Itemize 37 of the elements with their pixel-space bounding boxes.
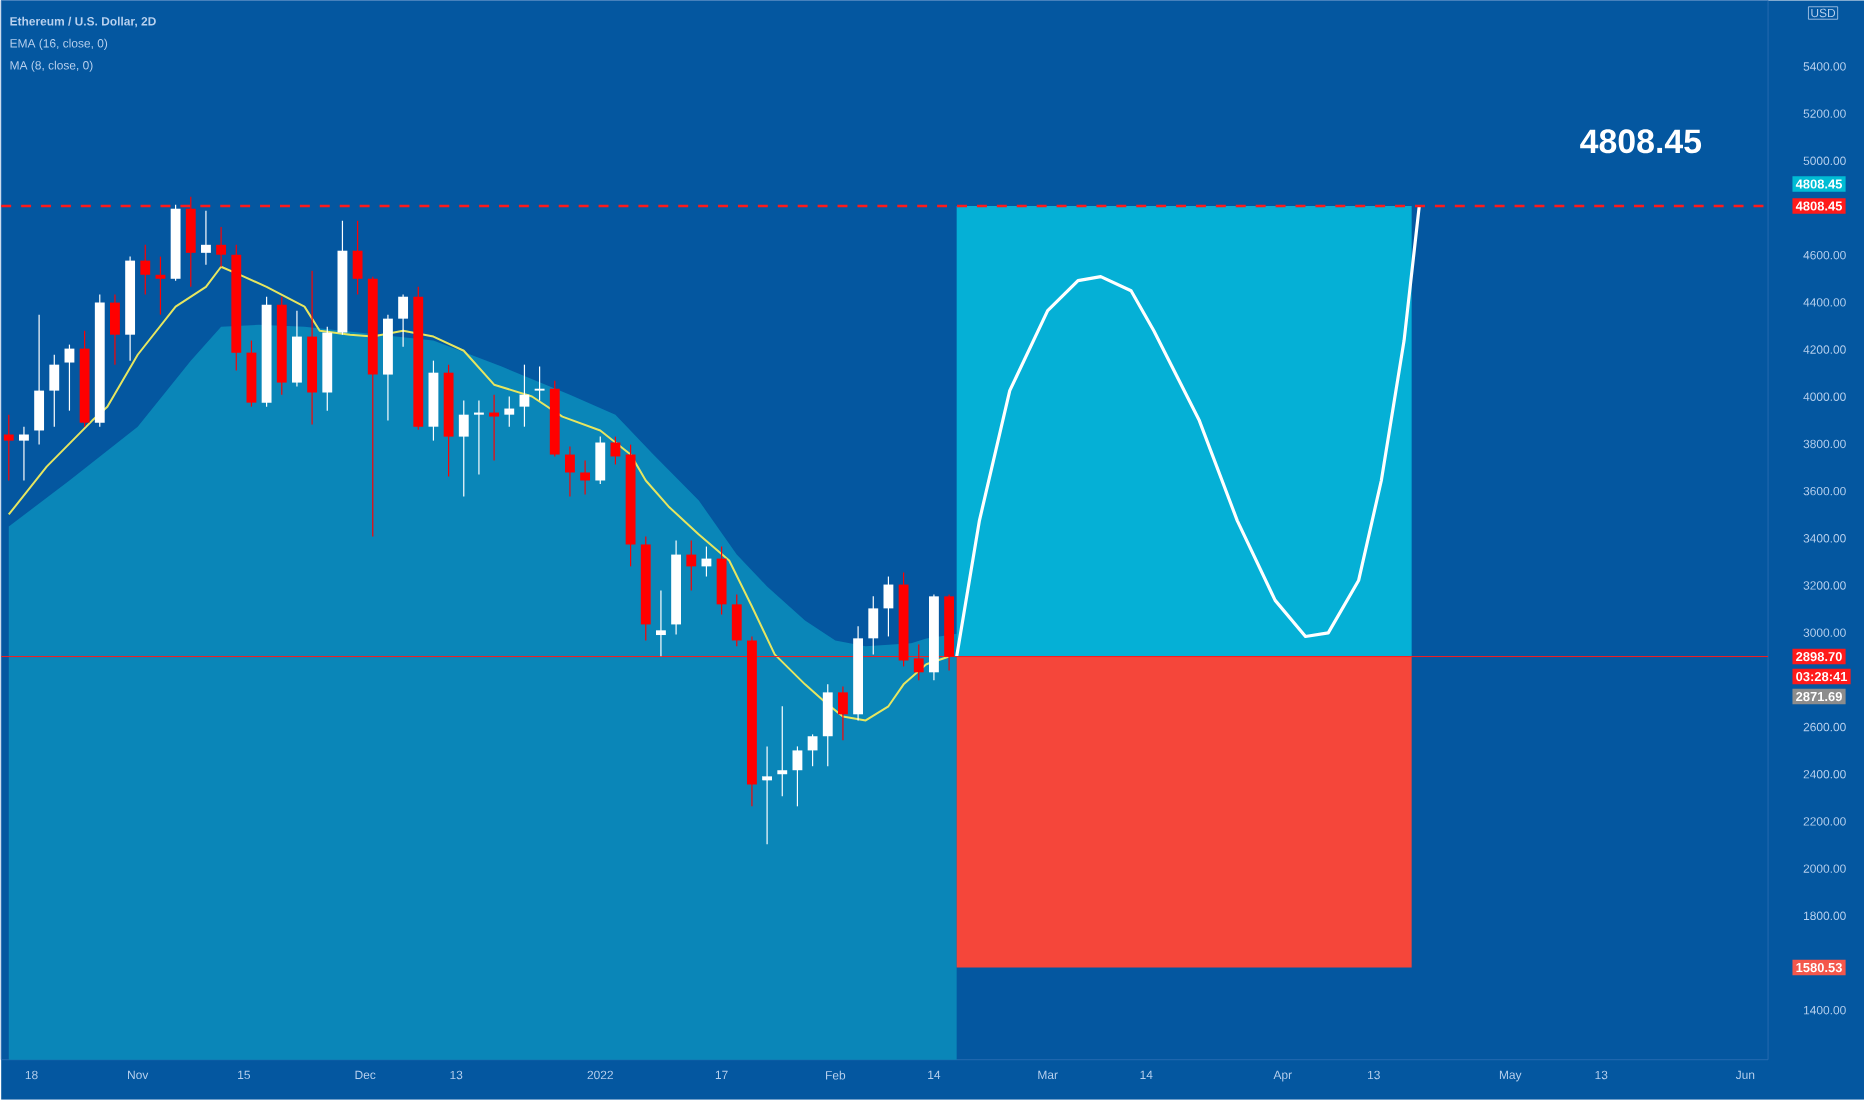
candlestick [64,344,75,412]
candlestick [868,595,879,656]
candlestick [140,244,151,296]
candlestick [489,394,500,462]
candlestick [792,745,803,808]
candlestick [716,546,727,616]
candlestick [534,366,545,402]
candlestick [822,683,833,767]
candlestick [3,414,14,482]
candlestick [580,460,591,496]
candlestick [777,705,788,797]
candlestick [731,594,742,648]
candlestick [216,226,227,268]
candlestick [686,539,697,592]
candlestick [49,354,60,428]
candlestick [565,446,575,498]
candlestick [201,210,211,266]
candlestick [398,294,409,348]
candlestick [838,686,848,742]
candlestick [762,745,773,846]
candlestick [352,220,363,296]
candlestick [155,256,166,316]
candlestick [504,396,515,428]
candlestick [19,426,29,482]
candlestick [519,364,530,428]
candlestick [913,644,924,682]
candlestick [34,314,45,446]
candlestick [474,400,484,476]
candlestick [595,436,606,485]
candlestick [656,590,666,658]
candlestick [458,400,469,498]
candlestick [185,196,196,288]
candlestick [883,576,894,638]
annotation: 4808.45 [1580,129,1702,154]
candlestick [292,310,302,388]
candlestick [807,733,818,767]
candlestick [110,294,120,366]
